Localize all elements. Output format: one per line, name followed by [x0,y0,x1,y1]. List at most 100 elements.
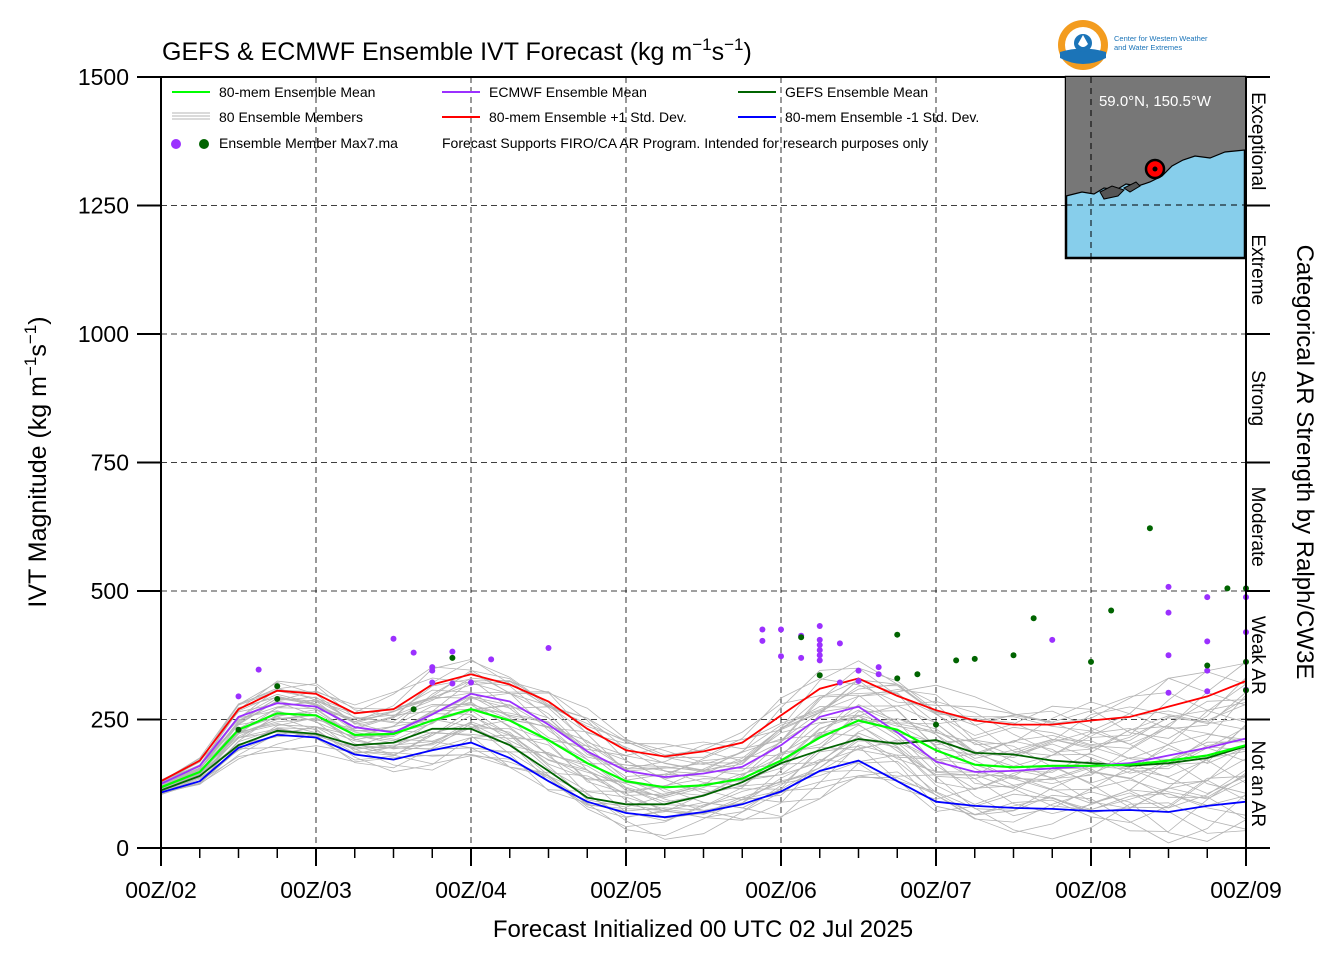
axes-layer: 0 250 500 750 1000 1250 1500 00Z/02 00Z/03 00Z/04… [78,64,1282,903]
legend-gefs-dot [199,139,209,149]
gefs-max-dot [235,726,242,733]
ecmwf-max-dot [816,652,823,659]
logo-wave [1060,48,1106,64]
ensemble-member-line [160,709,1247,811]
gefs-max-dot [1030,615,1037,622]
y-tick-label: 250 [91,707,129,733]
ecmwf-max-dot [778,626,784,633]
legend-max-dots-label: Ensemble Member Max7.ma [219,135,398,151]
gefs-max-dot [1146,525,1153,532]
logo-drop-highlight [1078,35,1088,47]
ensemble-member-line [160,731,1247,819]
legend-ecmwf-label: ECMWF Ensemble Mean [489,84,647,100]
ecmwf-max-dot [1204,688,1211,695]
legend-minus-sd-label: 80-mem Ensemble -1 Std. Dev. [785,109,979,125]
y-tick-label: 750 [91,450,129,476]
series-line-mean80 [160,708,1247,789]
ecmwf-max-dot [759,637,766,644]
legend-plus-sd-label: 80-mem Ensemble +1 Std. Dev. [489,109,687,125]
ecmwf-max-dot [390,635,397,642]
ensemble-member-line [160,722,1247,819]
ecmwf-max-dot [816,647,823,654]
y-tick-label: 0 [116,835,129,861]
y-tick-label: 1250 [78,193,129,219]
ensemble-member-line [160,689,1247,782]
y-axis-label: IVT Magnitude (kg m−1s−1) [21,316,52,607]
ecmwf-max-dot [759,626,766,633]
ecmwf-max-dot [235,693,242,700]
gefs-max-dot [798,634,805,641]
gefs-max-dot [274,683,281,690]
legend-ecmwf-dot [171,139,181,149]
logo-text-line2: and Water Extremes [1114,43,1182,52]
gefs-max-dot [971,655,978,662]
gefs-max-dot [410,706,417,713]
ecmwf-max-dot [875,671,882,678]
ar-category-axis: Not an AR Weak AR Moderate Strong Extreme Exc… [1246,76,1270,849]
ecmwf-max-dot [816,641,823,648]
gefs-max-dot [894,675,901,682]
gefs-max-dot [449,654,456,661]
legend-gefs-label: GEFS Ensemble Mean [785,84,928,100]
ecmwf-max-dot [816,636,823,643]
y-tick-label: 500 [91,578,129,604]
series-line-plus_sd [160,673,1247,782]
x-tick-label: 00Z/09 [1210,877,1282,903]
map-coastline [1065,149,1246,197]
ensemble-member-line [160,677,1247,783]
ensemble-member-line [160,726,1247,818]
y-tick-label: 1000 [78,321,129,347]
ecmwf-max-dot [855,677,862,684]
legend-mean80-label: 80-mem Ensemble Mean [219,84,375,100]
logo-text-line1: Center for Western Weather [1114,34,1208,43]
ecmwf-max-dot [1049,636,1056,643]
ensemble-member-line [160,701,1247,794]
category-label: Moderate [1247,487,1268,567]
ecmwf-max-dot [1204,594,1211,601]
gefs-max-dot [1088,658,1094,665]
ecmwf-max-dot [816,622,823,629]
ecmwf-max-dot [798,654,805,661]
gefs-max-dot [1108,607,1115,614]
inset-map: 59.0°N, 150.5°W [1064,75,1247,260]
category-label: Strong [1247,370,1268,426]
ensemble-member-line [160,746,1247,840]
ecmwf-max-dot [855,667,862,674]
legend: 80-mem Ensemble Mean ECMWF Ensemble Mean… [171,84,979,151]
gefs-max-dot [816,672,823,679]
ecmwf-max-dot [545,645,552,652]
ecmwf-max-dot [429,679,436,686]
series-line-gefs [160,727,1247,806]
legend-members-label: 80 Ensemble Members [219,109,363,125]
gefs-max-dot [1224,585,1231,592]
ecmwf-max-dot [488,656,495,663]
max-dots-layer [235,525,1249,733]
gefs-max-dot [1010,652,1017,659]
gefs-max-dot [914,671,921,678]
x-tick-label: 00Z/08 [1055,877,1127,903]
gefs-max-dot [274,695,281,702]
x-tick-label: 00Z/03 [280,877,352,903]
ecmwf-max-dot [1165,689,1172,696]
ecmwf-max-dot [1165,609,1172,616]
map-island [1123,181,1141,193]
map-land [1066,77,1245,196]
category-label: Extreme [1247,234,1268,305]
x-axis-label: Forecast Initialized 00 UTC 02 Jul 2025 [493,916,913,943]
ecmwf-max-dot [449,680,456,687]
series-line-minus_sd [160,733,1247,819]
map-island [1099,185,1125,200]
x-tick-label: 00Z/06 [745,877,817,903]
series-line-ecmwf [160,692,1247,785]
category-label: Exceptional [1247,92,1268,190]
ensemble-member-line [160,677,1247,783]
ecmwf-max-dot [836,640,843,647]
ecmwf-max-dot [429,667,436,674]
ecmwf-max-dot [816,657,823,664]
ecmwf-max-dot [449,648,456,655]
right-axis-label: Categorical AR Strength by Ralph/CW3E [1291,245,1318,680]
ecmwf-max-dot [1165,583,1172,590]
gefs-max-dot [894,631,901,638]
map-location-center [1152,166,1158,172]
